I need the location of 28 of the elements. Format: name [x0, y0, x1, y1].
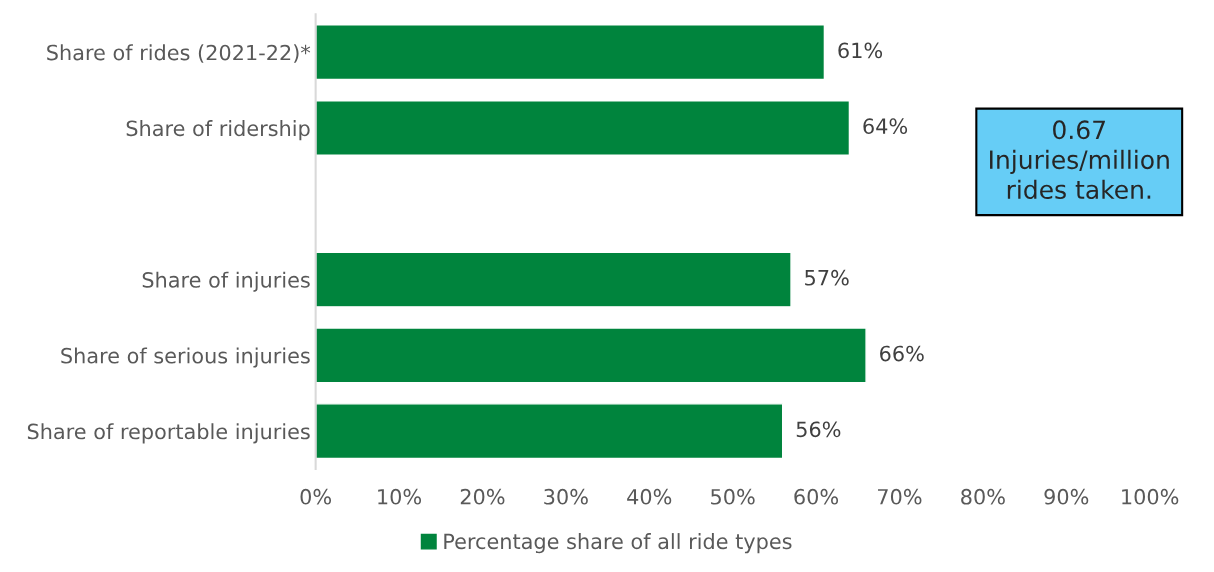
x-tick-label: 90% [1044, 488, 1089, 505]
x-tick-label: 60% [794, 488, 839, 505]
bar [315, 403, 784, 460]
x-tick-label: 10% [378, 488, 422, 505]
y-tick-label: Share of serious injuries [61, 347, 310, 368]
bar [315, 24, 826, 81]
bar [315, 251, 792, 308]
data-label: 64% [863, 118, 908, 135]
y-tick-label: Share of injuries [142, 271, 310, 292]
y-tick-label: Share of ridership [126, 120, 310, 141]
x-tick-label: 50% [711, 488, 755, 505]
data-label: 56% [796, 421, 841, 438]
x-tick-label: 80% [961, 488, 1005, 505]
data-label: 57% [805, 269, 849, 286]
x-tick-label: 20% [460, 488, 505, 505]
y-tick-label: Share of rides (2021-22)* [47, 44, 311, 63]
data-label: 61% [838, 42, 883, 59]
bar [315, 100, 851, 156]
x-tick-label: 0% [300, 488, 332, 505]
data-label: 66% [880, 345, 924, 362]
bar [315, 327, 867, 384]
x-tick-label: 40% [627, 488, 672, 505]
x-tick-label: 70% [878, 488, 922, 505]
legend-label: Percentage share of all ride types [444, 533, 792, 554]
x-tick-label: 30% [544, 488, 588, 505]
y-tick-label: Share of reportable injuries [27, 423, 310, 444]
x-tick-label: 100% [1122, 488, 1179, 505]
annotation: 0.67 Injuries/million rides taken. [990, 120, 1169, 200]
